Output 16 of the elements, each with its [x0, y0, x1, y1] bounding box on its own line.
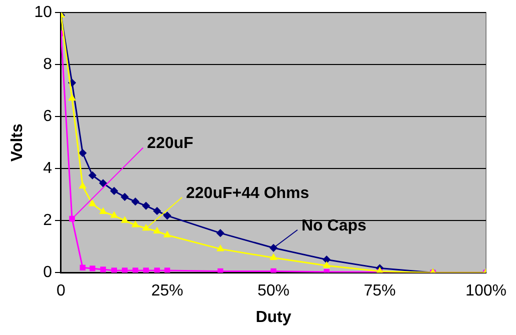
x-axis-title: Duty	[256, 308, 292, 326]
x-tick-label: 50%	[257, 282, 290, 300]
text: 220uF	[147, 135, 194, 152]
y-tick-label: 2	[43, 212, 52, 230]
y-tick-label: 10	[34, 4, 52, 22]
y-axis-title: Volts	[9, 124, 26, 162]
x-tick-label: 25%	[151, 282, 184, 300]
series-label: No Caps	[302, 217, 366, 234]
x-tick-label: 0	[56, 282, 66, 300]
y-tick-label: 8	[43, 56, 52, 74]
text: 220uF+44 Ohms	[186, 184, 310, 202]
x-tick-label: 75%	[364, 282, 396, 300]
y-tick-label: 0	[43, 264, 52, 282]
x-tick-label: 100%	[466, 282, 506, 300]
y-tick-label: 6	[43, 108, 52, 126]
y-tick-label: 4	[43, 160, 52, 178]
